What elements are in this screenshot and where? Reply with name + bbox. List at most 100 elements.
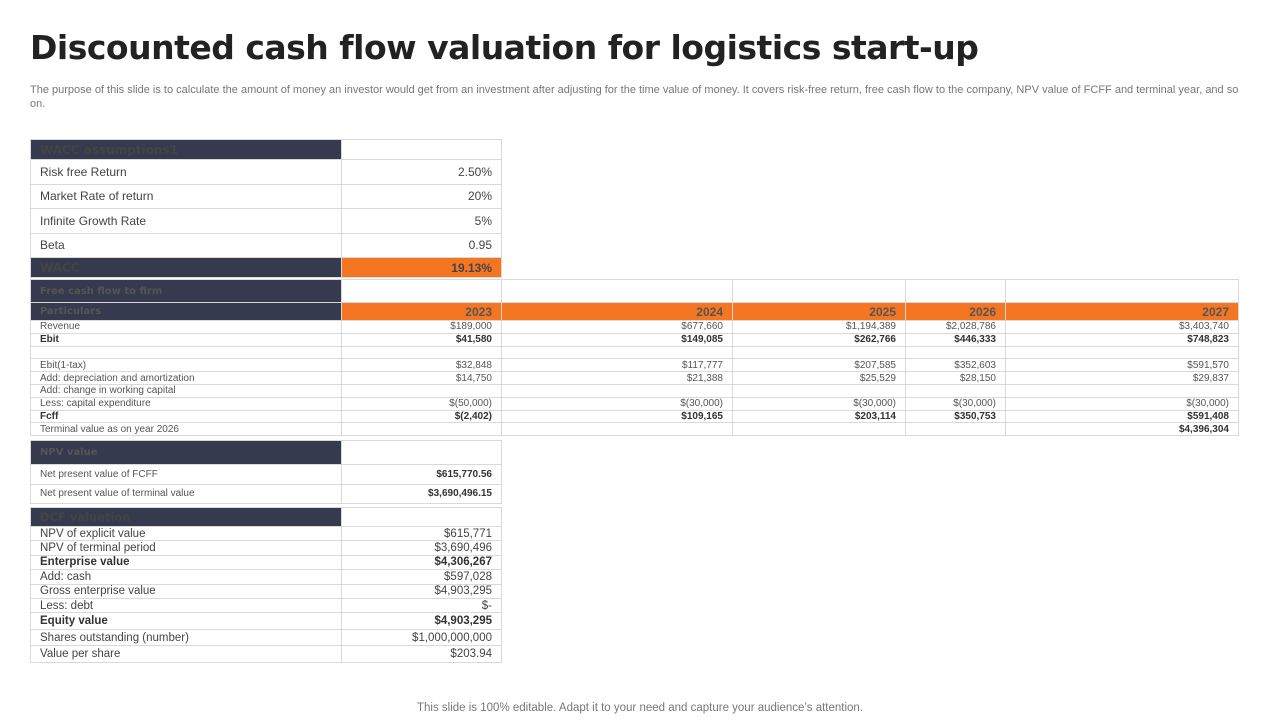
dcf-label: Shares outstanding (number)	[30, 628, 342, 647]
dcf-label: NPV of explicit value	[30, 525, 342, 542]
dcf-label: Add: cash	[30, 569, 342, 585]
cell-value: $149,085	[501, 332, 733, 347]
wacc-header-row: WACC assumptions1	[30, 139, 502, 160]
npv-value: $615,770.56	[341, 464, 502, 485]
dcf-value: $4,903,295	[341, 583, 502, 599]
npv-label: Net present value of terminal value	[30, 483, 342, 504]
cell-value: $446,333	[905, 332, 1006, 347]
wacc-result-row: WACC 19.13%	[30, 257, 502, 278]
dcf-value: $4,306,267	[341, 554, 502, 571]
cell-value: $4,396,304	[1005, 422, 1239, 437]
npv-value: $3,690,496.15	[341, 483, 502, 504]
dcf-header: DCF valuation	[30, 507, 342, 527]
npv-table: NPV value Net present value of FCFF $615…	[30, 440, 502, 504]
cell-value	[341, 422, 502, 437]
year-header: 2026	[905, 302, 1006, 321]
cell-value: $(30,000)	[732, 396, 906, 411]
dcf-value: $597,028	[341, 569, 502, 585]
npv-header-row: NPV value	[30, 440, 502, 465]
table-row: Add: change in working capital	[30, 383, 1239, 398]
cell-value: $(30,000)	[905, 396, 1006, 411]
row-label	[30, 345, 342, 360]
table-row: Less: debt $-	[30, 597, 502, 614]
dcf-value: $-	[341, 597, 502, 614]
particulars-label: Particulars	[30, 302, 342, 321]
wacc-label: Beta	[30, 232, 342, 258]
row-label: Ebit(1-tax)	[30, 358, 342, 373]
table-row: Add: cash $597,028	[30, 569, 502, 585]
cell-value	[341, 383, 502, 398]
cell-value	[501, 383, 733, 398]
dcf-value: $615,771	[341, 525, 502, 542]
dcf-table: DCF valuation NPV of explicit value $615…	[30, 507, 502, 663]
cell-value	[732, 422, 906, 437]
row-label: Revenue	[30, 320, 342, 334]
table-row: Revenue $189,000 $677,660 $1,194,389 $2,…	[30, 320, 1239, 334]
empty-cell	[341, 279, 502, 303]
year-header: 2025	[732, 302, 906, 321]
wacc-value: 5%	[341, 208, 502, 234]
cell-value: $109,165	[501, 409, 733, 424]
cell-value: $29,837	[1005, 371, 1239, 385]
cell-value	[732, 383, 906, 398]
wacc-header-empty	[341, 139, 502, 160]
table-row: Market Rate of return 20%	[30, 183, 502, 209]
cell-value: $25,529	[732, 371, 906, 385]
table-row: Ebit(1-tax) $32,848 $117,777 $207,585 $3…	[30, 358, 1239, 373]
cell-value: $3,403,740	[1005, 320, 1239, 334]
wacc-value: 20%	[341, 183, 502, 209]
cell-value	[732, 345, 906, 360]
wacc-header: WACC assumptions1	[30, 139, 342, 160]
dcf-label: Value per share	[30, 645, 342, 663]
cell-value: $21,388	[501, 371, 733, 385]
dcf-label: NPV of terminal period	[30, 540, 342, 556]
table-row: Net present value of FCFF $615,770.56	[30, 464, 502, 485]
table-row: Infinite Growth Rate 5%	[30, 208, 502, 234]
dcf-value: $1,000,000,000	[341, 628, 502, 647]
cell-value: $591,408	[1005, 409, 1239, 424]
empty-cell	[732, 279, 906, 303]
empty-cell	[341, 440, 502, 465]
cell-value: $28,150	[905, 371, 1006, 385]
wacc-label: Infinite Growth Rate	[30, 208, 342, 234]
cell-value: $117,777	[501, 358, 733, 373]
fcf-header: Free cash flow to firm	[30, 279, 342, 303]
row-label: Add: depreciation and amortization	[30, 371, 342, 385]
wacc-table: WACC assumptions1 Risk free Return 2.50%…	[30, 139, 502, 278]
cell-value	[1005, 345, 1239, 360]
page-title: Discounted cash flow valuation for logis…	[30, 28, 979, 67]
cell-value	[1005, 383, 1239, 398]
wacc-value: 0.95	[341, 232, 502, 258]
wacc-result-label: WACC	[30, 257, 342, 278]
empty-cell	[905, 279, 1006, 303]
table-row: Value per share $203.94	[30, 645, 502, 663]
wacc-label: Risk free Return	[30, 159, 342, 185]
dcf-value: $4,903,295	[341, 612, 502, 630]
table-row: Shares outstanding (number) $1,000,000,0…	[30, 628, 502, 647]
cell-value	[905, 383, 1006, 398]
dcf-label: Equity value	[30, 612, 342, 630]
cell-value: $352,603	[905, 358, 1006, 373]
year-header: 2027	[1005, 302, 1239, 321]
row-label: Ebit	[30, 332, 342, 347]
table-row: Net present value of terminal value $3,6…	[30, 483, 502, 504]
cell-value: $32,848	[341, 358, 502, 373]
cell-value: $203,114	[732, 409, 906, 424]
npv-header: NPV value	[30, 440, 342, 465]
fcf-header-row: Free cash flow to firm	[30, 279, 1239, 303]
cell-value: $(30,000)	[501, 396, 733, 411]
dcf-label: Less: debt	[30, 597, 342, 614]
cell-value: $1,194,389	[732, 320, 906, 334]
fcf-table: Free cash flow to firm Particulars 2023 …	[30, 279, 1239, 437]
cell-value: $350,753	[905, 409, 1006, 424]
table-row: Beta 0.95	[30, 232, 502, 258]
table-row: Add: depreciation and amortization $14,7…	[30, 371, 1239, 385]
table-row: NPV of terminal period $3,690,496	[30, 540, 502, 556]
fcf-years-row: Particulars 2023 2024 2025 2026 2027	[30, 302, 1239, 321]
row-label: Terminal value as on year 2026	[30, 422, 342, 437]
cell-value	[501, 422, 733, 437]
cell-value: $14,750	[341, 371, 502, 385]
empty-cell	[1005, 279, 1239, 303]
table-row	[30, 345, 1239, 360]
wacc-value: 2.50%	[341, 159, 502, 185]
